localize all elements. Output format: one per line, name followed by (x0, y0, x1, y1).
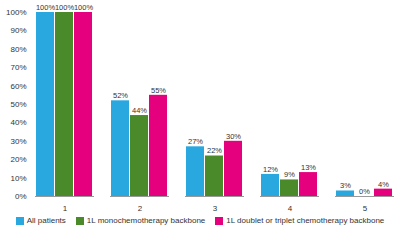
svg-text:60%: 60% (10, 82, 26, 91)
svg-text:40%: 40% (10, 118, 26, 127)
svg-text:55%: 55% (151, 86, 166, 95)
svg-text:4: 4 (288, 204, 293, 213)
svg-text:100%: 100% (74, 3, 94, 12)
svg-text:27%: 27% (188, 137, 203, 146)
svg-text:90%: 90% (10, 26, 26, 35)
svg-text:100%: 100% (36, 3, 56, 12)
svg-text:44%: 44% (132, 106, 147, 115)
svg-text:9%: 9% (284, 170, 295, 179)
svg-text:13%: 13% (301, 163, 316, 172)
svg-text:1: 1 (63, 204, 68, 213)
svg-text:52%: 52% (113, 91, 128, 100)
svg-text:70%: 70% (10, 63, 26, 72)
svg-text:30%: 30% (10, 137, 26, 146)
svg-text:100%: 100% (6, 8, 26, 17)
svg-text:50%: 50% (10, 100, 26, 109)
html-text:1L monochemotherapy backbone: 1L monochemotherapy backbone (86, 216, 206, 225)
svg-text:0%: 0% (15, 192, 27, 201)
svg-text:5: 5 (363, 204, 368, 213)
svg-text:30%: 30% (226, 132, 241, 141)
svg-text:0%: 0% (359, 187, 370, 196)
svg-text:80%: 80% (10, 45, 26, 54)
svg-text:3: 3 (213, 204, 218, 213)
svg-text:3%: 3% (340, 181, 351, 190)
svg-text:22%: 22% (207, 146, 222, 155)
svg-text:20%: 20% (10, 155, 26, 164)
html-text:1L doublet or triplet chemothe: 1L doublet or triplet chemotherapy backb… (226, 216, 385, 225)
svg-text:10%: 10% (10, 174, 26, 183)
svg-text:2: 2 (138, 204, 143, 213)
svg-text:12%: 12% (263, 165, 278, 174)
html-text:All patients: All patients (26, 216, 66, 225)
svg-text:4%: 4% (378, 180, 389, 189)
svg-text:100%: 100% (55, 3, 75, 12)
